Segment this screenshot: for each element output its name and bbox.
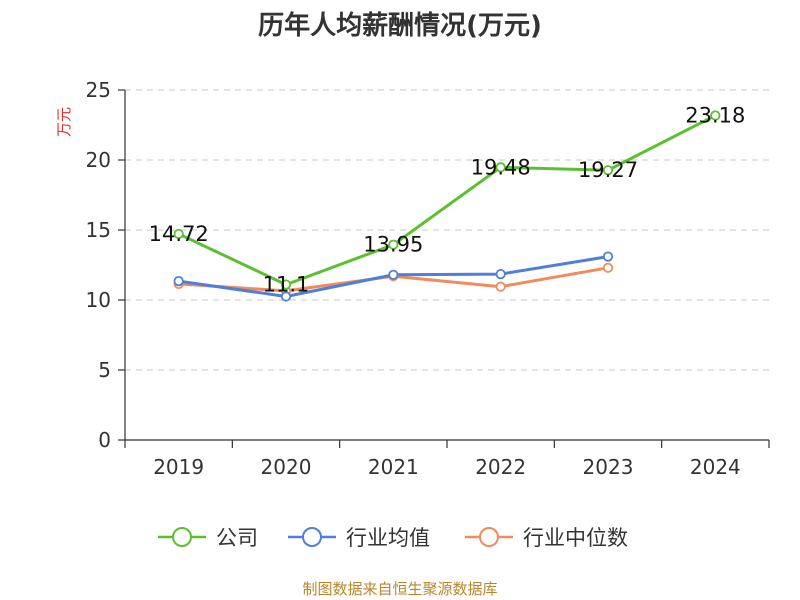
data-point <box>280 291 292 302</box>
axes: 0 5 10 15 20 25 2019 2020 2021 2022 2023 2024 <box>86 78 770 479</box>
y-tick-label: 5 <box>98 358 111 382</box>
y-tick-label: 0 <box>98 428 111 452</box>
y-axis-label: 万元 <box>55 107 73 137</box>
data-label: 23.18 <box>685 103 745 127</box>
y-tick-label: 10 <box>86 288 111 312</box>
data-label: 11.1 <box>263 273 310 297</box>
x-tick-label: 2022 <box>475 455 526 479</box>
y-tick-label: 25 <box>86 78 111 102</box>
data-point <box>602 251 614 262</box>
data-point <box>280 279 292 290</box>
legend-marker <box>172 527 192 547</box>
legend-marker <box>302 527 322 547</box>
data-label: 19.27 <box>578 158 638 182</box>
legend: 公司 行业均值 行业中位数 <box>158 526 628 550</box>
source-note: 制图数据来自恒生聚源数据库 <box>302 580 497 598</box>
x-tick-label: 2021 <box>368 455 419 479</box>
legend-label: 行业中位数 <box>523 526 628 550</box>
data-label: 14.72 <box>149 222 209 246</box>
x-tick-label: 2020 <box>261 455 312 479</box>
x-tick-label: 2023 <box>583 455 634 479</box>
data-point <box>495 268 506 280</box>
chart-title: 历年人均薪酬情况(万元) <box>258 10 542 41</box>
data-point <box>495 162 506 173</box>
x-tick-label: 2019 <box>153 455 204 479</box>
data-label: 19.48 <box>471 155 531 179</box>
legend-label: 行业均值 <box>346 526 430 550</box>
data-point <box>173 275 184 287</box>
data-point <box>388 269 399 280</box>
data-point <box>602 262 614 273</box>
legend-marker <box>479 527 499 547</box>
data-labels: 14.72 11.1 13.95 19.48 19.27 23.18 <box>149 103 746 296</box>
data-point <box>710 110 721 121</box>
y-tick-label: 20 <box>86 148 111 172</box>
grid <box>125 89 769 371</box>
series-layer <box>173 110 721 302</box>
data-label: 13.95 <box>363 233 423 257</box>
data-point <box>602 165 614 176</box>
legend-label: 公司 <box>216 526 258 550</box>
y-tick-label: 15 <box>86 218 111 242</box>
data-point <box>388 239 399 250</box>
data-point <box>173 228 184 240</box>
series-line-0 <box>177 113 717 287</box>
x-tick-label: 2024 <box>690 455 741 479</box>
data-point <box>495 281 506 292</box>
